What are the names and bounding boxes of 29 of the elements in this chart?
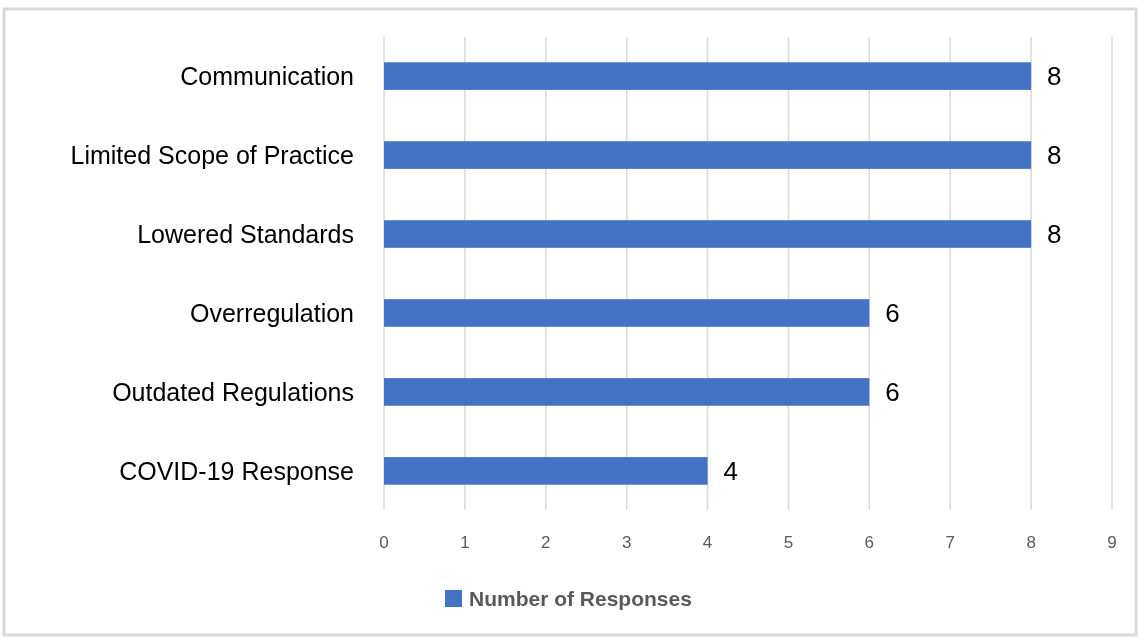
y-tick-label: Limited Scope of Practice (70, 140, 354, 169)
data-label: 4 (723, 456, 739, 487)
x-tick-label: 0 (379, 533, 389, 552)
legend-label: Number of Responses (469, 587, 692, 611)
y-tick-label: Outdated Regulations (112, 377, 354, 406)
y-tick-label: COVID-19 Response (119, 456, 354, 485)
x-tick-label: 6 (864, 533, 875, 552)
data-label: 6 (885, 377, 900, 408)
data-label: 8 (1047, 219, 1062, 250)
y-tick-label: Overregulation (190, 298, 354, 327)
bar (384, 457, 708, 485)
x-tick-label: 7 (945, 533, 955, 552)
bar (384, 141, 1032, 169)
x-tick-label: 5 (783, 533, 794, 552)
y-tick-label: Lowered Standards (137, 219, 354, 248)
x-tick-label: 4 (702, 533, 713, 552)
data-label: 6 (885, 298, 900, 329)
bar (384, 299, 870, 327)
data-label: 8 (1047, 140, 1062, 171)
x-tick-label: 3 (621, 533, 632, 552)
x-tick-label: 1 (460, 533, 470, 552)
y-tick-label: Communication (180, 61, 354, 90)
bar (384, 220, 1032, 248)
data-label: 8 (1047, 61, 1062, 92)
x-tick-label: 8 (1026, 533, 1036, 552)
x-tick-label: 2 (541, 533, 551, 552)
bar (384, 378, 870, 406)
bar (384, 62, 1032, 90)
x-tick-label: 9 (1107, 533, 1117, 552)
